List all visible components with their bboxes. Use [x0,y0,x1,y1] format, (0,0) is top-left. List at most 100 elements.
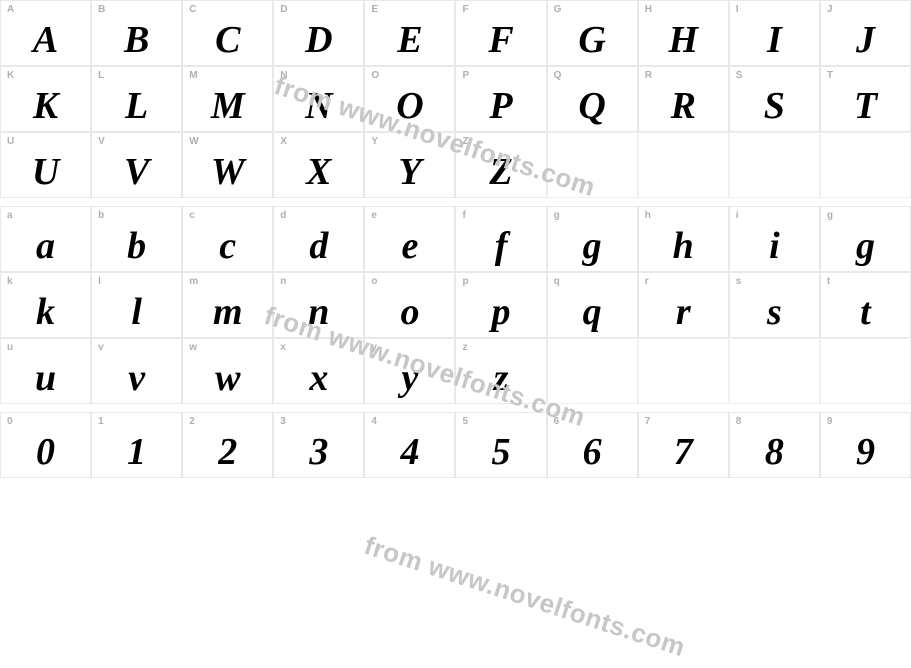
glyph: P [456,87,545,125]
glyph-cell: gg [820,206,911,272]
glyph: s [730,293,819,331]
cell-label: a [7,210,13,221]
cell-label: 2 [189,416,195,427]
glyph: Q [548,87,637,125]
cell-label: y [371,342,377,353]
glyph-cell: aa [0,206,91,272]
glyph-cell: FF [455,0,546,66]
cell-label: C [189,4,196,15]
glyph-cell: DD [273,0,364,66]
glyph: b [92,227,181,265]
glyph: J [821,21,910,59]
cell-label: r [645,276,649,287]
cell-label: 9 [827,416,833,427]
glyph-cell: ss [729,272,820,338]
glyph-cell: ee [364,206,455,272]
cell-label: x [280,342,286,353]
cell-label: D [280,4,287,15]
glyph: V [92,153,181,191]
cell-label: B [98,4,105,15]
glyph: o [365,293,454,331]
cell-label: 6 [554,416,560,427]
glyph: y [365,359,454,397]
glyph-cell: VV [91,132,182,198]
glyph-cell [547,132,638,198]
cell-label: Q [554,70,562,81]
glyph: F [456,21,545,59]
glyph: g [548,227,637,265]
glyph-cell: ww [182,338,273,404]
cell-label: d [280,210,286,221]
glyph-cell: 55 [455,412,546,478]
glyph-cell: cc [182,206,273,272]
glyph: X [274,153,363,191]
glyph-cell: 00 [0,412,91,478]
glyph: 9 [821,433,910,471]
cell-label: P [462,70,469,81]
watermark-text: from www.novelfonts.com [360,530,689,663]
cell-label: 5 [462,416,468,427]
cell-label: c [189,210,195,221]
glyph-cell: zz [455,338,546,404]
glyph: i [730,227,819,265]
cell-label: w [189,342,197,353]
cell-label: q [554,276,560,287]
glyph: t [821,293,910,331]
glyph: r [639,293,728,331]
glyph-cell: BB [91,0,182,66]
glyph-cell: GG [547,0,638,66]
cell-label: g [827,210,833,221]
glyph-cell: 66 [547,412,638,478]
glyph-cell: RR [638,66,729,132]
glyph: M [183,87,272,125]
glyph: N [274,87,363,125]
glyph-cell: vv [91,338,182,404]
glyph-cell: UU [0,132,91,198]
glyph: e [365,227,454,265]
glyph: 7 [639,433,728,471]
cell-label: X [280,136,287,147]
cell-label: l [98,276,101,287]
glyph: A [1,21,90,59]
cell-label: h [645,210,651,221]
cell-label: 1 [98,416,104,427]
cell-label: 4 [371,416,377,427]
glyph-cell: AA [0,0,91,66]
glyph-cell: OO [364,66,455,132]
cell-label: S [736,70,743,81]
glyph: m [183,293,272,331]
cell-label: z [462,342,467,353]
cell-label: s [736,276,742,287]
glyph-cell: rr [638,272,729,338]
cell-label: f [462,210,465,221]
glyph: T [821,87,910,125]
glyph-cell: MM [182,66,273,132]
glyph: O [365,87,454,125]
glyph: q [548,293,637,331]
cell-label: O [371,70,379,81]
glyph-cell: YY [364,132,455,198]
glyph-cell [729,132,820,198]
cell-label: Y [371,136,378,147]
glyph: Z [456,153,545,191]
glyph-cell: JJ [820,0,911,66]
glyph: g [821,227,910,265]
glyph-cell: 77 [638,412,729,478]
glyph-cell: tt [820,272,911,338]
glyph-cell: mm [182,272,273,338]
glyph-cell: CC [182,0,273,66]
glyph: R [639,87,728,125]
cell-label: b [98,210,104,221]
glyph: S [730,87,819,125]
glyph: D [274,21,363,59]
glyph-cell [729,338,820,404]
glyph: l [92,293,181,331]
glyph-cell: uu [0,338,91,404]
cell-label: n [280,276,286,287]
cell-label: t [827,276,830,287]
cell-label: N [280,70,287,81]
glyph: 5 [456,433,545,471]
glyph-cell: yy [364,338,455,404]
glyph-cell: bb [91,206,182,272]
cell-label: i [736,210,739,221]
